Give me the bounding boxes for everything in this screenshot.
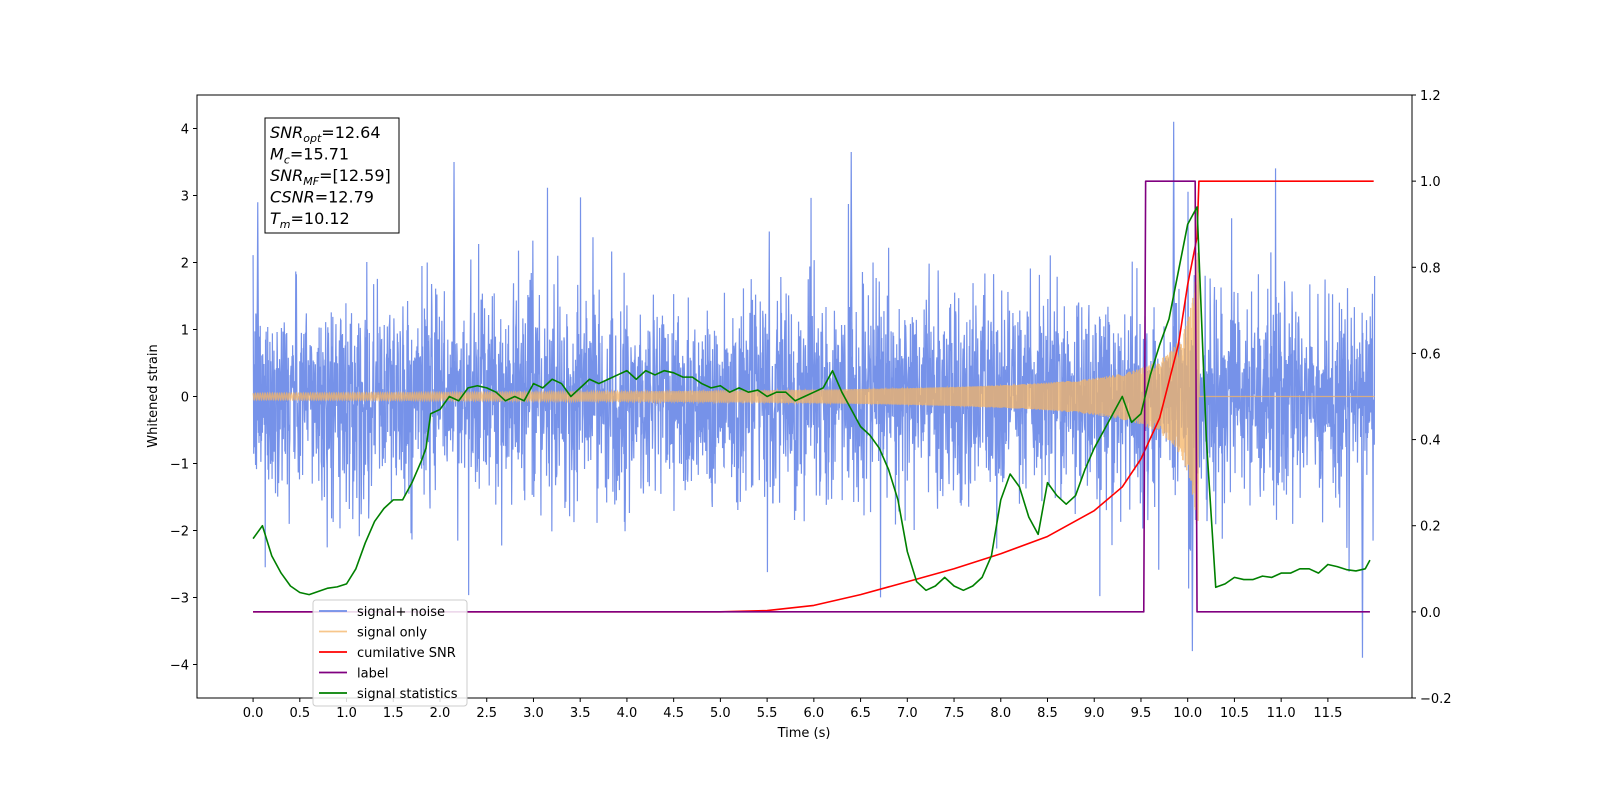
ticks-layer: 0.0 0.5 1.0 1.5 2.0 2.5 3.0 3.5 4.0 4.5 5.0 5.5 6.0 6…: [170, 89, 1452, 721]
y-tick-label: 2: [181, 257, 189, 272]
y-tick-label: −3: [170, 592, 189, 607]
series-layer: [252, 121, 1376, 658]
x-tick-label: 4.5: [663, 706, 684, 721]
y-right-tick-label: 0.6: [1420, 347, 1441, 362]
y-tick-label: 1: [181, 324, 189, 339]
legend-entry: signal only: [357, 626, 427, 641]
annotation-symbol: CSNR: [270, 188, 315, 207]
annotation-box: SNRopt=12.64Mc=15.71SNRMF=[12.59]CSNR=12…: [264, 117, 400, 234]
x-tick-label: 1.5: [383, 706, 404, 721]
y-tick-label: 3: [181, 190, 189, 205]
y-tick-label: −2: [170, 525, 189, 540]
annotation-value: =12.64: [321, 123, 380, 142]
x-tick-label: 2.5: [476, 706, 497, 721]
legend-frame: [312, 599, 468, 707]
x-tick-label: 10.0: [1173, 706, 1202, 721]
y-right-tick-label: 0.2: [1420, 520, 1441, 535]
y-tick-label: −1: [170, 458, 189, 473]
annotation-symbol: M: [270, 145, 284, 164]
y-right-tick-label: 0.0: [1420, 606, 1441, 621]
annotation-value: =[12.59]: [319, 166, 391, 185]
x-tick-label: 11.5: [1313, 706, 1342, 721]
series-cumilative-snr: [253, 180, 1374, 613]
legend-entry: signal+ noise: [357, 605, 445, 620]
y-right-tick-label: −0.2: [1420, 692, 1452, 707]
annotation-subscript: opt: [303, 132, 322, 145]
annotation-value: =10.12: [291, 209, 350, 228]
annotation-subscript: MF: [303, 175, 319, 188]
x-tick-label: 6.0: [804, 706, 825, 721]
x-tick-label: 5.5: [757, 706, 778, 721]
x-tick-label: 11.0: [1267, 706, 1296, 721]
y-right-tick-label: 0.8: [1420, 261, 1441, 276]
series-label: [253, 180, 1370, 613]
y-axis-label: Whitened strain: [146, 344, 161, 447]
annotation-value: =12.79: [315, 188, 374, 207]
annotation-symbol: SNR: [270, 166, 303, 185]
annotation-symbol: SNR: [270, 123, 303, 142]
series-signal-only: [252, 252, 1375, 525]
annotation-line: SNRMF=[12.59]: [270, 166, 391, 188]
x-tick-label: 5.0: [710, 706, 731, 721]
annotation-value: =15.71: [290, 145, 349, 164]
x-tick-label: 0.5: [289, 706, 310, 721]
x-tick-label: 6.5: [850, 706, 871, 721]
y-tick-label: 0: [181, 391, 189, 406]
x-tick-label: 0.0: [243, 706, 264, 721]
x-axis-label: Time (s): [777, 726, 831, 741]
x-tick-label: 3.5: [570, 706, 591, 721]
x-tick-label: 1.0: [336, 706, 357, 721]
legend-entry: cumilative SNR: [357, 646, 456, 661]
annotation-line: Mc=15.71: [270, 145, 349, 167]
x-tick-label: 4.0: [617, 706, 638, 721]
annotation-line: CSNR=12.79: [270, 188, 374, 207]
x-tick-label: 9.0: [1084, 706, 1105, 721]
x-tick-label: 9.5: [1131, 706, 1152, 721]
annotation-subscript: m: [280, 218, 291, 231]
y-right-tick-label: 1.0: [1420, 175, 1441, 190]
y-tick-label: 4: [181, 123, 189, 138]
y-right-tick-label: 0.4: [1420, 434, 1441, 449]
annotation-subscript: c: [284, 154, 290, 167]
x-tick-label: 8.0: [990, 706, 1011, 721]
x-tick-label: 8.5: [1037, 706, 1058, 721]
annotation-line: Tm=10.12: [270, 209, 350, 231]
annotation-line: SNRopt=12.64: [270, 123, 381, 145]
y-tick-label: −4: [170, 659, 189, 674]
x-tick-label: 2.0: [430, 706, 451, 721]
legend: signal+ noise signal only cumilative SNR la…: [312, 599, 468, 707]
series-signal-statistics: [252, 206, 1371, 596]
legend-entry: label: [357, 667, 388, 682]
x-tick-label: 3.0: [523, 706, 544, 721]
y-right-tick-label: 1.2: [1420, 89, 1441, 104]
annotation-frame: [264, 117, 400, 234]
x-tick-label: 7.0: [897, 706, 918, 721]
x-tick-label: 7.5: [944, 706, 965, 721]
series-signal-noise: [252, 121, 1376, 658]
legend-entry: signal statistics: [357, 687, 458, 702]
x-tick-label: 10.5: [1220, 706, 1249, 721]
annotation-symbol: T: [270, 209, 281, 228]
